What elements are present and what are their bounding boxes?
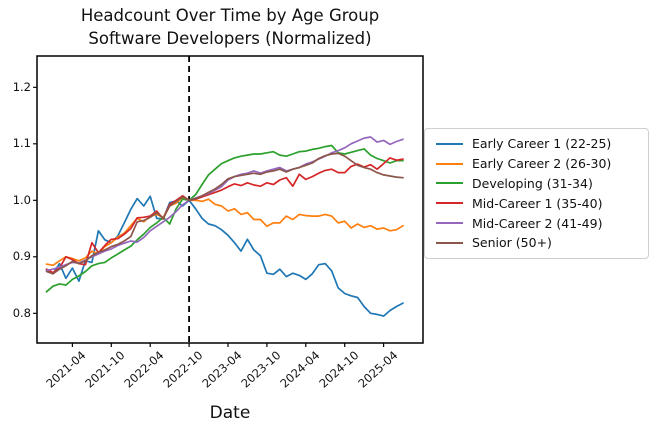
y-tick-label: 0.8 <box>12 305 31 320</box>
legend-line-swatch-icon <box>436 202 463 205</box>
y-tick-label: 1.1 <box>12 136 31 151</box>
legend-label: Mid-Career 1 (35-40) <box>472 195 603 211</box>
tick-marks <box>33 86 385 347</box>
chart-title-line2: Software Developers (Normalized) <box>88 29 372 48</box>
legend-line-swatch-icon <box>436 182 463 185</box>
legend-label: Developing (31-34) <box>472 175 593 191</box>
legend-label: Early Career 2 (26-30) <box>472 156 612 172</box>
legend-box: Early Career 1 (22-25) Early Career 2 (26… <box>424 128 649 259</box>
chart-title-line1: Headcount Over Time by Age Group <box>80 6 380 25</box>
series-line <box>45 196 404 267</box>
legend-item: Mid-Career 2 (41-49) <box>436 213 637 233</box>
axes-spines <box>36 55 424 344</box>
series-line <box>45 195 404 317</box>
legend-label: Senior (50+) <box>472 235 552 251</box>
legend-item: Developing (31-34) <box>436 174 637 194</box>
series-line <box>45 157 404 274</box>
series-line <box>45 152 404 275</box>
legend-line-swatch-icon <box>436 142 463 145</box>
legend-line-swatch-icon <box>436 241 463 244</box>
legend-line-swatch-icon <box>436 222 463 225</box>
legend-item: Early Career 2 (26-30) <box>436 154 637 174</box>
legend-item: Senior (50+) <box>436 233 637 253</box>
legend-line-swatch-icon <box>436 162 463 165</box>
chart-title: Headcount Over Time by Age Group Softwar… <box>0 4 460 50</box>
y-tick-label: 1.0 <box>12 192 31 207</box>
y-tick-label: 1.2 <box>12 79 31 94</box>
legend-item: Mid-Career 1 (35-40) <box>436 193 637 213</box>
x-axis-label: Date <box>209 403 251 423</box>
legend-label: Early Career 1 (22-25) <box>472 136 612 152</box>
series-line <box>45 144 404 293</box>
series-line <box>45 136 404 272</box>
legend-label: Mid-Career 2 (41-49) <box>472 215 603 231</box>
y-tick-label: 0.9 <box>12 249 31 264</box>
legend-item: Early Career 1 (22-25) <box>436 134 637 154</box>
